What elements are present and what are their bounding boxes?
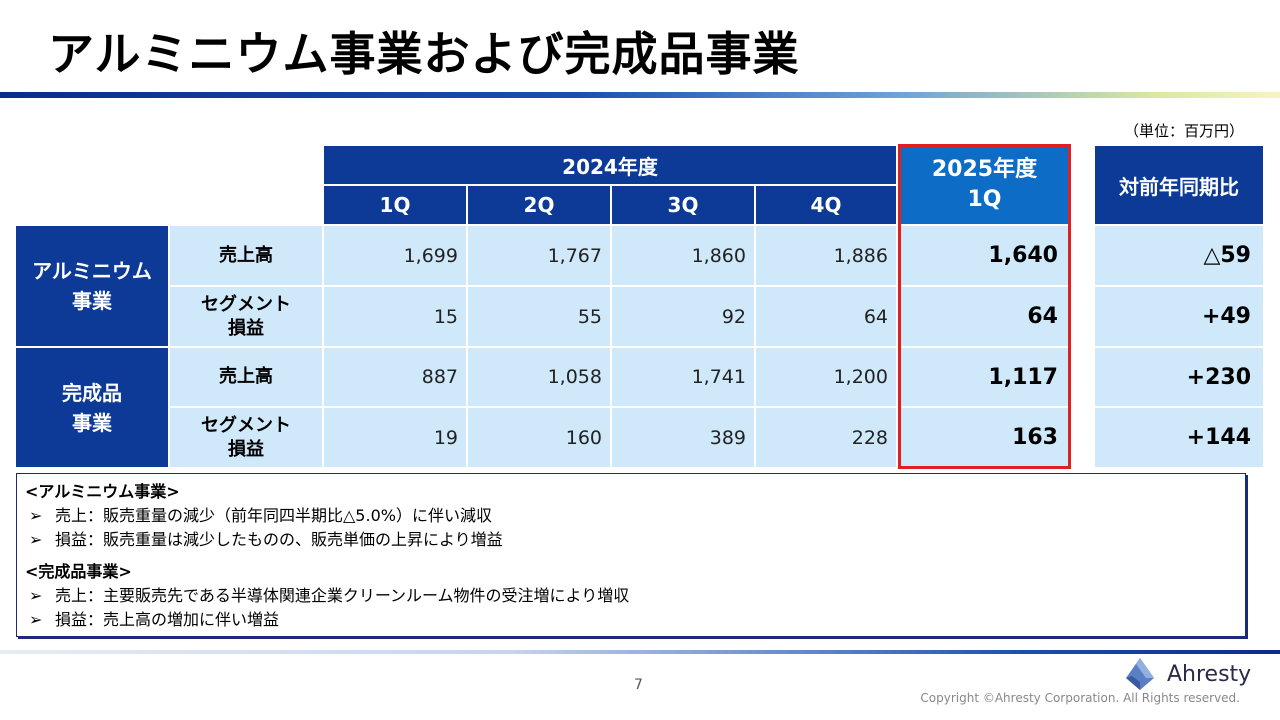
page-number: 7 xyxy=(634,677,643,693)
bullet-text: 売上：販売重量の減少（前年同四半期比△5.0%）に伴い減収 xyxy=(55,506,492,525)
copyright-text: Copyright ©Ahresty Corporation. All Righ… xyxy=(920,691,1240,705)
cell-finished-profit-2025q1: 163 xyxy=(901,408,1068,467)
header-2024: 2024年度 xyxy=(324,146,896,184)
cell-aluminum-profit-q1: 15 xyxy=(324,287,466,346)
header-yoy: 対前年同期比 xyxy=(1095,146,1263,224)
cell-finished-profit-q1: 19 xyxy=(324,408,466,467)
cell-aluminum-profit-q4: 64 xyxy=(756,287,896,346)
cell-finished-profit-q4: 228 xyxy=(756,408,896,467)
bullet-arrow-icon: ➢ xyxy=(29,506,43,525)
segment-finished-line2: 事業 xyxy=(72,410,112,435)
row-label-line2: 損益 xyxy=(228,317,264,339)
header-q4: 4Q xyxy=(756,186,896,224)
cell-finished-profit-q2: 160 xyxy=(468,408,610,467)
bullet-arrow-icon: ➢ xyxy=(29,586,43,605)
cell-finished-profit-yoy: +144 xyxy=(1095,408,1263,467)
cell-aluminum-profit-2025q1: 64 xyxy=(901,287,1068,346)
bullet-arrow-icon: ➢ xyxy=(29,610,43,629)
segment-finished-line1: 完成品 xyxy=(62,380,122,405)
cell-finished-sales-yoy: +230 xyxy=(1095,348,1263,406)
bullet-text: 損益：売上高の増加に伴い増益 xyxy=(55,610,280,629)
cell-finished-sales-q2: 1,058 xyxy=(468,348,610,406)
notes-aluminum-bullet-2: ➢ 損益：販売重量は減少したものの、販売単価の上昇により増益 xyxy=(25,528,1237,552)
bullet-arrow-icon: ➢ xyxy=(29,530,43,549)
cell-finished-sales-q1: 887 xyxy=(324,348,466,406)
row-label-aluminum-sales: 売上高 xyxy=(170,226,322,285)
row-label-finished-profit: セグメント 損益 xyxy=(170,408,322,467)
segment-aluminum-line2: 事業 xyxy=(72,289,112,313)
row-label-line1: セグメント xyxy=(201,293,291,315)
bullet-text: 損益：販売重量は減少したものの、販売単価の上昇により増益 xyxy=(55,530,503,549)
cell-aluminum-sales-q3: 1,860 xyxy=(612,226,754,285)
header-q2: 2Q xyxy=(468,186,610,224)
row-label-text: 売上高 xyxy=(219,244,273,266)
segment-finished: 完成品 事業 xyxy=(16,348,168,467)
logo-text: Ahresty xyxy=(1167,662,1252,687)
notes-aluminum-heading: <アルミニウム事業> xyxy=(25,482,180,501)
header-q3: 3Q xyxy=(612,186,754,224)
cell-aluminum-sales-q1: 1,699 xyxy=(324,226,466,285)
cell-aluminum-sales-yoy: △59 xyxy=(1095,226,1263,285)
segment-aluminum-line1: アルミニウム xyxy=(32,259,152,283)
notes-finished-bullet-1: ➢ 売上：主要販売先である半導体関連企業クリーンルーム物件の受注増により増収 xyxy=(25,584,1237,608)
row-label-text: 売上高 xyxy=(219,366,273,387)
cell-aluminum-sales-q4: 1,886 xyxy=(756,226,896,285)
cell-aluminum-sales-q2: 1,767 xyxy=(468,226,610,285)
segment-aluminum: アルミニウム 事業 xyxy=(16,226,168,346)
company-logo-icon xyxy=(1126,658,1154,690)
cell-aluminum-profit-q2: 55 xyxy=(468,287,610,346)
row-label-aluminum-profit: セグメント 損益 xyxy=(170,287,322,346)
header-q1: 1Q xyxy=(324,186,466,224)
row-label-line1: セグメント xyxy=(201,414,291,436)
cell-finished-sales-2025q1: 1,117 xyxy=(901,348,1068,406)
cell-aluminum-profit-q3: 92 xyxy=(612,287,754,346)
notes-box: <アルミニウム事業> ➢ 売上：販売重量の減少（前年同四半期比△5.0%）に伴い減… xyxy=(16,473,1246,637)
notes-aluminum-bullet-1: ➢ 売上：販売重量の減少（前年同四半期比△5.0%）に伴い減収 xyxy=(25,504,1237,528)
bullet-text: 売上：主要販売先である半導体関連企業クリーンルーム物件の受注増により増収 xyxy=(55,586,630,605)
notes-finished-heading: <完成品事業> xyxy=(25,562,132,581)
cell-aluminum-sales-2025q1: 1,640 xyxy=(901,226,1068,285)
row-label-line2: 損益 xyxy=(228,438,264,460)
footer-bar xyxy=(0,650,1280,654)
notes-finished-bullet-2: ➢ 損益：売上高の増加に伴い増益 xyxy=(25,608,1237,632)
cell-finished-sales-q3: 1,741 xyxy=(612,348,754,406)
title-underline xyxy=(0,92,1280,98)
page-title: アルミニウム事業および完成品事業 xyxy=(48,27,800,81)
header-2025-1q: 2025年度 1Q xyxy=(901,146,1068,224)
cell-finished-profit-q3: 389 xyxy=(612,408,754,467)
unit-label: （単位：百万円） xyxy=(1123,122,1244,140)
header-2025-year: 2025年度 xyxy=(931,157,1038,182)
cell-aluminum-profit-yoy: +49 xyxy=(1095,287,1263,346)
cell-finished-sales-q4: 1,200 xyxy=(756,348,896,406)
row-label-finished-sales: 売上高 xyxy=(170,348,322,406)
header-2025-quarter: 1Q xyxy=(967,187,1002,212)
